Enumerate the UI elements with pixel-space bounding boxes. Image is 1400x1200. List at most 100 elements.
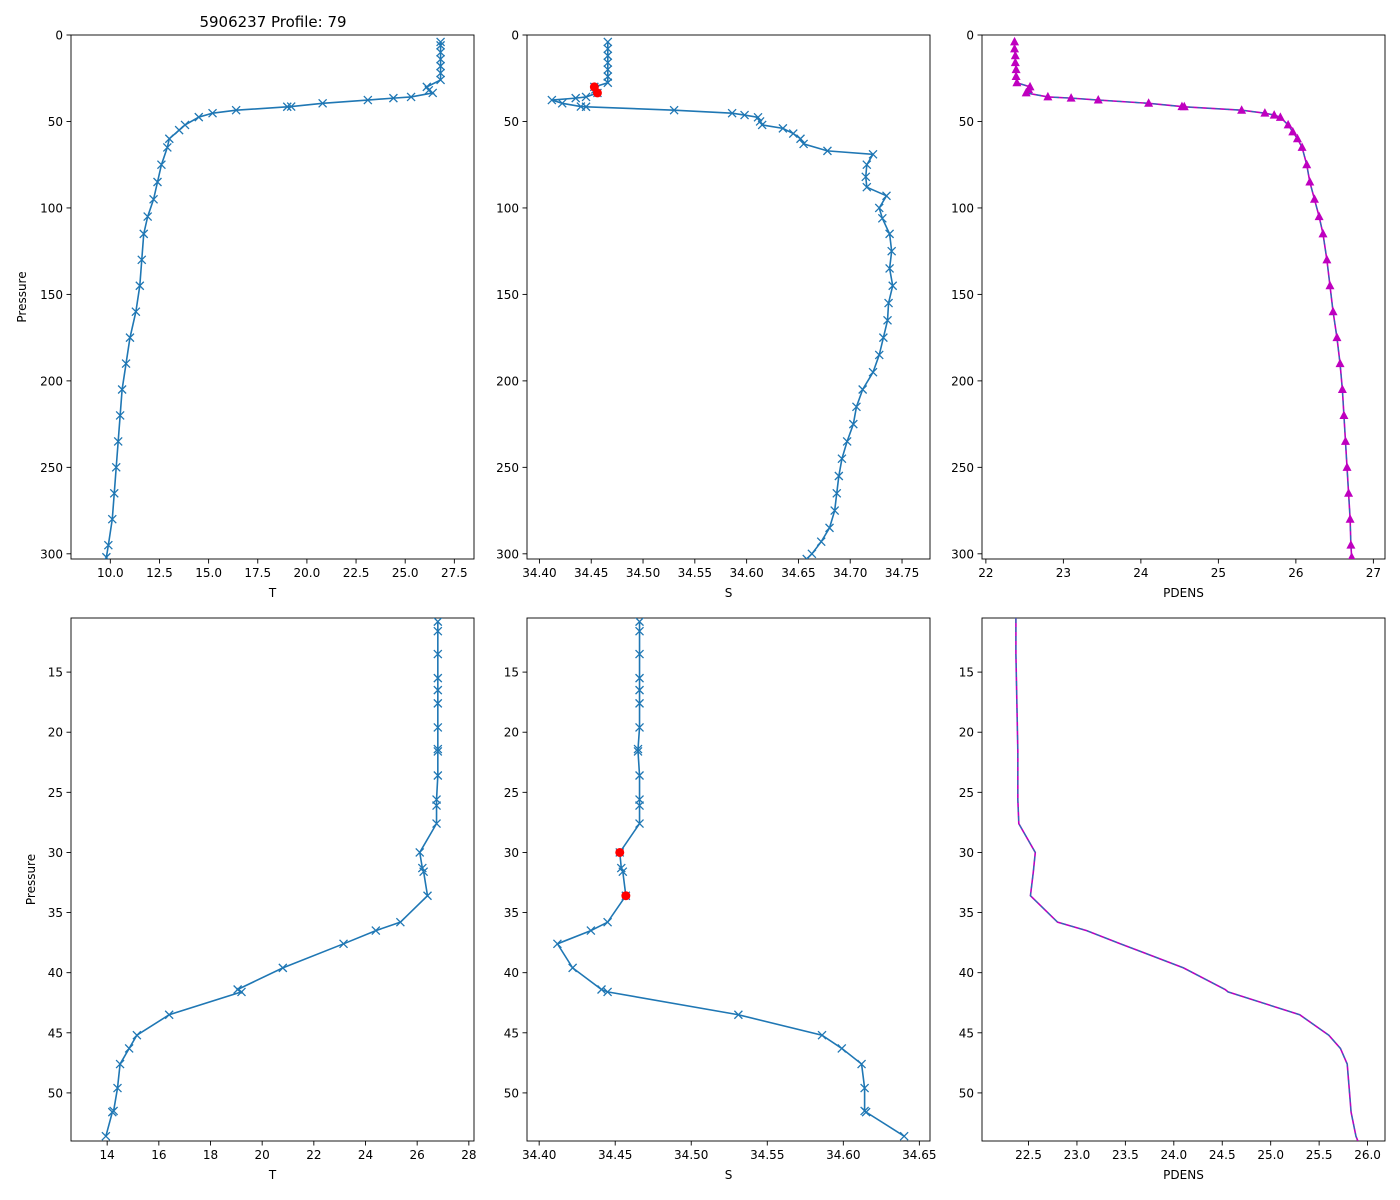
y-tick-label: 25: [48, 786, 63, 800]
data-point: [817, 1030, 827, 1040]
x-tick-label: 14: [100, 1148, 115, 1162]
y-axis-label: Pressure: [24, 854, 38, 905]
data-point: [848, 419, 858, 429]
x-tick-label: 34.65: [902, 1148, 936, 1162]
data-point: [597, 985, 606, 994]
y-tick-label: 0: [55, 29, 63, 43]
y-tick-label: 200: [40, 374, 63, 388]
data-point: [436, 37, 446, 47]
data-point: [868, 149, 878, 159]
data-point: [111, 462, 121, 472]
data-point: [194, 112, 204, 122]
data-point: [318, 98, 328, 108]
data-point: [830, 506, 840, 516]
data-point: [137, 255, 147, 265]
x-tick-label: 22.5: [343, 566, 370, 580]
data-point: [861, 1107, 871, 1117]
data-point: [816, 537, 826, 547]
data-point: [757, 120, 767, 130]
data-point: [822, 146, 832, 156]
data-point: [733, 1010, 743, 1020]
x-tick-label: 26.0: [1354, 1148, 1381, 1162]
y-tick-label: 50: [48, 115, 63, 129]
data-point: [603, 44, 613, 54]
data-point: [842, 436, 852, 446]
data-point: [874, 203, 884, 213]
data-point: [1305, 176, 1315, 186]
data-point: [802, 554, 812, 559]
y-tick-label: 45: [959, 1026, 974, 1040]
y-tick-label: 0: [511, 29, 519, 43]
data-point: [433, 698, 443, 708]
data-point: [1011, 71, 1021, 81]
data-point: [778, 123, 788, 133]
data-point: [419, 867, 429, 877]
data-point: [862, 182, 872, 192]
data-point: [1322, 254, 1332, 264]
data-point: [135, 281, 145, 291]
data-point: [883, 315, 892, 325]
panel-top-pdens: 22 23 24 25 26 27 0 50 100 150 200 250 300 PDENS: [951, 29, 1386, 600]
data-point: [113, 1083, 122, 1093]
data-point: [586, 926, 596, 936]
series-line: [105, 621, 439, 1137]
y-tick-label: 100: [40, 201, 63, 215]
y-tick-label: 300: [951, 547, 974, 561]
data-point: [423, 891, 432, 901]
x-tick-label: 27: [1366, 566, 1381, 580]
panel-bottom-temperature: 14 16 18 20 22 24 26 28 15 20 25 30 35 40 45 50 T Pressur…: [24, 617, 476, 1182]
data-point: [547, 95, 557, 105]
data-point: [432, 819, 442, 829]
data-point: [1314, 211, 1324, 221]
data-point: [1335, 358, 1345, 368]
data-point: [568, 963, 578, 973]
y-tick-label: 300: [496, 547, 519, 561]
y-tick-label: 50: [959, 115, 974, 129]
data-point: [428, 88, 438, 98]
plot-area: [552, 618, 909, 1141]
data-point: [149, 194, 159, 204]
data-point: [1179, 101, 1189, 111]
data-point: [552, 939, 562, 949]
data-point: [433, 649, 443, 659]
data-point: [635, 626, 644, 636]
x-tick-label: 20: [255, 1148, 270, 1162]
data-point: [633, 746, 643, 756]
data-point: [1010, 57, 1020, 67]
series-line: [1015, 618, 1359, 1141]
data-point: [888, 281, 898, 291]
x-tick-label: 28: [461, 1148, 476, 1162]
data-point: [101, 1131, 111, 1141]
data-point: [635, 673, 644, 683]
data-point: [581, 102, 591, 112]
data-point: [388, 93, 398, 103]
y-tick-label: 0: [966, 29, 974, 43]
x-tick-label: 25.0: [392, 566, 419, 580]
data-point: [635, 801, 644, 811]
x-tick-label: 34.45: [574, 566, 608, 580]
data-point: [635, 771, 644, 780]
data-point: [1010, 50, 1020, 60]
x-tick-label: 34.75: [885, 566, 919, 580]
y-tick-label: 100: [951, 201, 974, 215]
axes-frame: [981, 617, 1386, 1142]
x-tick-label: 34.55: [678, 566, 712, 580]
data-point: [131, 307, 141, 317]
y-tick-label: 250: [951, 461, 974, 475]
flagged-point: [615, 847, 625, 857]
data-point: [286, 102, 296, 112]
plot-area: [1010, 36, 1356, 559]
flagged-point: [621, 891, 631, 901]
y-tick-label: 15: [504, 666, 519, 680]
plot-area: [547, 37, 898, 559]
x-tick-label: 26: [410, 1148, 425, 1162]
data-point: [858, 385, 868, 394]
data-point: [1012, 77, 1022, 87]
data-point: [1237, 105, 1247, 114]
x-tick-label: 34.60: [826, 1148, 860, 1162]
y-tick-label: 20: [48, 726, 63, 740]
data-point: [1332, 332, 1342, 342]
y-tick-label: 25: [959, 786, 974, 800]
data-point: [115, 411, 125, 420]
data-point: [101, 552, 111, 559]
